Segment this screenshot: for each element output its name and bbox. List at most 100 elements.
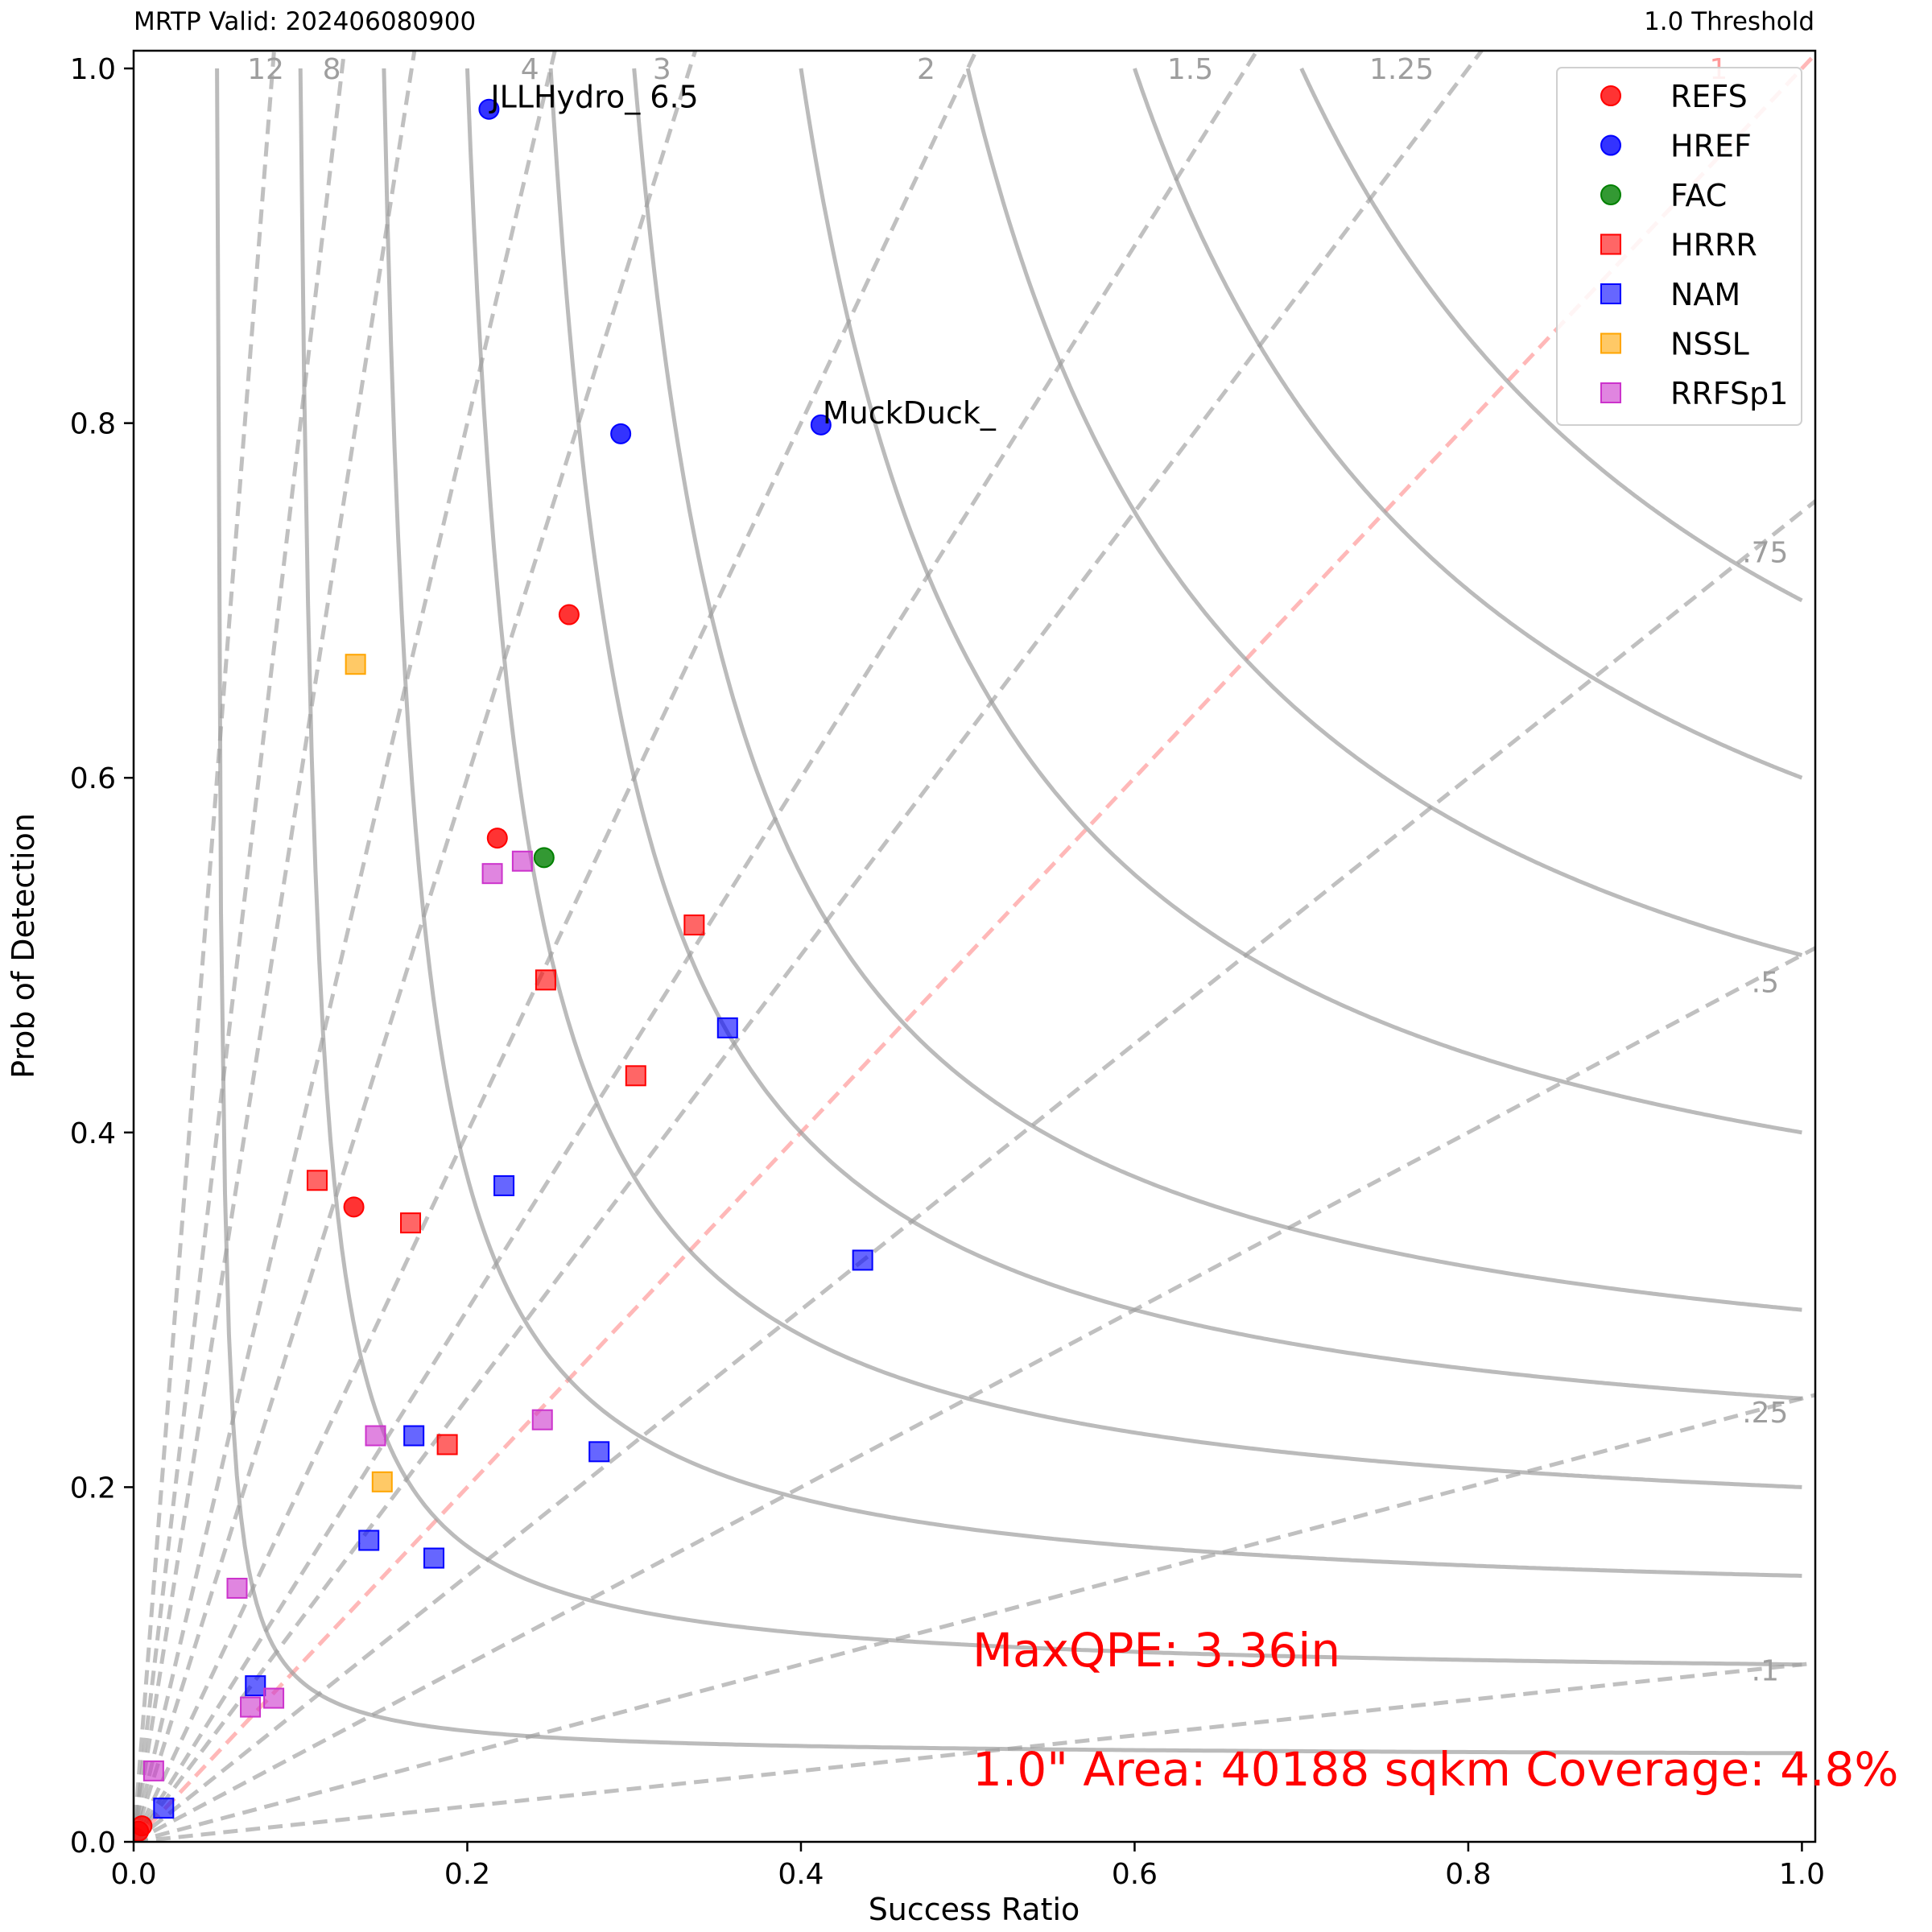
point-nam xyxy=(716,1017,738,1038)
point-href xyxy=(610,423,632,444)
bias-line xyxy=(134,51,417,1842)
bias-label: .25 xyxy=(1742,1397,1788,1430)
legend-label-refs: REFS xyxy=(1670,79,1748,114)
csi-curve xyxy=(799,68,1802,1135)
point-hrrr xyxy=(306,1170,328,1191)
y-axis-label: Prob of Detection xyxy=(6,813,41,1079)
bias-lines xyxy=(134,51,1815,1842)
point-hrrr xyxy=(535,969,556,991)
point-href xyxy=(810,414,832,436)
y-tick-label: 0.0 xyxy=(70,1827,116,1860)
point-refs xyxy=(486,828,508,849)
legend-marker-fac xyxy=(1600,184,1621,205)
csi-curve xyxy=(382,68,1802,1579)
csi-curve xyxy=(1133,68,1803,780)
point-hrrr xyxy=(625,1065,646,1087)
csi-curve xyxy=(465,68,1802,1489)
point-nssl xyxy=(371,1471,393,1492)
legend-marker-refs xyxy=(1600,85,1621,106)
point-href xyxy=(478,98,500,120)
point-nam xyxy=(493,1174,515,1196)
area-coverage-annotation: 1.0" Area: 40188 sqkm Coverage: 4.8% xyxy=(972,1742,1899,1797)
x-tick-label: 0.6 xyxy=(1112,1858,1158,1891)
point-nam xyxy=(245,1675,266,1697)
bias-label: 12 xyxy=(247,53,284,86)
point-rrfsp1 xyxy=(511,850,533,872)
y-tick-label: 0.4 xyxy=(70,1117,116,1150)
bias-label: 2 xyxy=(917,53,935,86)
bias-label: 1.5 xyxy=(1167,53,1213,86)
csi-curves xyxy=(215,67,1803,1756)
bias-line xyxy=(134,945,1815,1842)
bias-label: .75 xyxy=(1742,536,1788,569)
legend-marker-href xyxy=(1600,134,1621,156)
bias-line xyxy=(134,51,347,1842)
bias-line xyxy=(134,51,1815,1842)
legend-label-nssl: NSSL xyxy=(1670,327,1749,362)
point-nam xyxy=(403,1425,425,1447)
point-nam xyxy=(423,1547,445,1569)
point-nam xyxy=(358,1530,380,1551)
point-rrfsp1 xyxy=(142,1760,164,1781)
plot-frame xyxy=(132,49,1817,1843)
csi-curve xyxy=(1299,67,1803,603)
legend-label-href: HREF xyxy=(1670,129,1752,164)
point-rrfsp1 xyxy=(531,1409,553,1430)
x-tick-label: 0.0 xyxy=(110,1858,156,1891)
legend-marker-rrfsp1 xyxy=(1600,382,1621,403)
x-tick-label: 1.0 xyxy=(1779,1858,1825,1891)
legend-label-rrfsp1: RRFSp1 xyxy=(1670,376,1788,411)
threshold-label: 1.0 Threshold xyxy=(1644,7,1814,36)
point-refs xyxy=(558,604,580,625)
bias-label: 1.25 xyxy=(1369,53,1434,86)
y-tick-label: 1.0 xyxy=(70,53,116,86)
point-nssl xyxy=(345,654,366,675)
bias-line xyxy=(134,51,978,1842)
csi-curve xyxy=(548,68,1802,1401)
point-rrfsp1 xyxy=(263,1687,285,1709)
csi-curve xyxy=(632,68,1802,1312)
point-refs xyxy=(343,1196,365,1218)
point-rrfsp1 xyxy=(226,1577,248,1599)
point-hrrr xyxy=(400,1212,422,1234)
point-nam xyxy=(588,1441,610,1463)
legend-marker-hrrr xyxy=(1600,233,1621,255)
bias-label: 3 xyxy=(653,53,671,86)
legend-marker-nam xyxy=(1600,283,1621,304)
bias-line xyxy=(134,51,276,1842)
axes: 0.0 0.2 0.4 0.6 0.8 1.0 0.0 0.2 0.4 0.6 0.8 1.0 xyxy=(70,53,1825,1891)
point-rrfsp1 xyxy=(481,863,503,885)
bias-line xyxy=(134,1393,1815,1842)
legend-label-fac: FAC xyxy=(1670,178,1727,213)
point-fac xyxy=(533,847,555,869)
point-rrfsp1 xyxy=(365,1425,386,1447)
bias-line xyxy=(134,51,557,1842)
csi-curve xyxy=(298,68,1802,1667)
csi-curve xyxy=(215,68,1802,1756)
point-nam xyxy=(852,1249,873,1271)
bias-label: 8 xyxy=(323,53,341,86)
legend: REFS HREF FAC HRRR NAM NSSL RRFSp1 xyxy=(1556,67,1802,426)
point-label: MuckDuck_ xyxy=(823,395,997,431)
max-qpe-annotation: MaxQPE: 3.36in xyxy=(972,1623,1340,1678)
x-tick-label: 0.2 xyxy=(444,1858,490,1891)
point-labels: JLLHydro_ 6.5 MuckDuck_ xyxy=(489,80,996,431)
bias-line xyxy=(134,1661,1815,1842)
y-tick-label: 0.8 xyxy=(70,408,116,441)
point-label: JLLHydro_ 6.5 xyxy=(489,80,698,115)
legend-marker-nssl xyxy=(1600,332,1621,354)
y-tick-label: 0.6 xyxy=(70,762,116,795)
valid-time-label: MRTP Valid: 202406080900 xyxy=(134,7,476,36)
point-nam xyxy=(153,1798,175,1819)
bias-line xyxy=(134,51,1484,1842)
point-hrrr xyxy=(436,1434,458,1455)
bias-line xyxy=(134,51,698,1842)
bias-label: .1 xyxy=(1752,1654,1779,1687)
legend-label-hrrr: HRRR xyxy=(1670,228,1757,263)
point-hrrr xyxy=(683,914,705,936)
x-axis-label: Success Ratio xyxy=(869,1892,1080,1927)
point-refs xyxy=(134,1815,153,1837)
x-tick-label: 0.8 xyxy=(1445,1858,1491,1891)
